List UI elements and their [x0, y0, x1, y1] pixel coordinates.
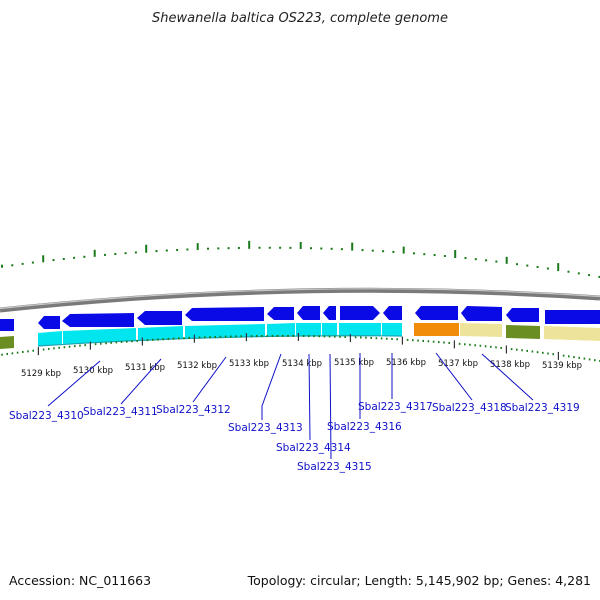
- cyan-block[interactable]: [322, 323, 337, 336]
- kbp-label: 5131 kbp: [125, 363, 165, 373]
- feature-band: [0, 323, 600, 349]
- gene-arrow[interactable]: [506, 308, 539, 322]
- genome-backbone-highlight: [0, 288, 600, 310]
- kbp-labels: 5129 kbp 5130 kbp 5131 kbp 5132 kbp 5133…: [21, 358, 582, 379]
- gc-content-track: [1, 240, 600, 278]
- forward-strand-genes: [0, 306, 600, 331]
- orange-block[interactable]: [414, 323, 459, 336]
- kbp-label: 5139 kbp: [542, 361, 582, 371]
- cyan-block[interactable]: [267, 323, 295, 337]
- kbp-label: 5130 kbp: [73, 366, 113, 376]
- gene-label[interactable]: Sbal223_4310: [9, 410, 84, 422]
- gene-arrow[interactable]: [62, 313, 134, 327]
- kbp-label: 5136 kbp: [386, 358, 426, 368]
- gene-arrow[interactable]: [267, 307, 294, 320]
- gene-label[interactable]: Sbal223_4312: [156, 404, 231, 416]
- cyan-block[interactable]: [382, 323, 402, 336]
- leader-line: [120, 358, 162, 405]
- olive-block[interactable]: [506, 325, 540, 339]
- gene-label[interactable]: Sbal223_4311: [83, 406, 158, 418]
- kbp-label: 5129 kbp: [21, 369, 61, 379]
- gene-label[interactable]: Sbal223_4317: [358, 401, 433, 413]
- gene-labels: Sbal223_4310 Sbal223_4311 Sbal223_4312 S…: [9, 401, 580, 473]
- gene-arrow[interactable]: [0, 319, 14, 331]
- gene-arrow[interactable]: [461, 306, 502, 321]
- leader-line: [47, 360, 101, 407]
- accession-text: Accession: NC_011663: [9, 573, 151, 588]
- leader-line: [261, 353, 282, 420]
- leader-line: [329, 353, 332, 460]
- gene-label[interactable]: Sbal223_4314: [276, 442, 351, 454]
- gene-label-leaders: [47, 352, 534, 460]
- cyan-block[interactable]: [339, 323, 381, 336]
- olive-block[interactable]: [0, 336, 14, 349]
- gene-arrow[interactable]: [137, 311, 182, 325]
- kbp-label: 5132 kbp: [177, 361, 217, 371]
- kbp-label: 5138 kbp: [490, 360, 530, 370]
- genome-summary-text: Topology: circular; Length: 5,145,902 bp…: [247, 573, 591, 588]
- leader-line: [435, 352, 473, 401]
- gene-label[interactable]: Sbal223_4316: [327, 421, 402, 433]
- genome-backbone: [0, 287, 600, 313]
- cyan-block[interactable]: [63, 328, 136, 344]
- gene-arrow[interactable]: [415, 306, 458, 320]
- gene-label[interactable]: Sbal223_4319: [505, 402, 580, 414]
- map-title: Shewanella baltica OS223, complete genom…: [152, 11, 448, 26]
- gene-arrow[interactable]: [297, 306, 320, 320]
- kbp-label: 5133 kbp: [229, 359, 269, 369]
- cyan-block[interactable]: [185, 324, 265, 339]
- cyan-block[interactable]: [38, 331, 62, 346]
- kbp-label: 5137 kbp: [438, 359, 478, 369]
- gene-arrow[interactable]: [38, 316, 60, 329]
- gene-label[interactable]: Sbal223_4313: [228, 422, 303, 434]
- leader-line: [481, 353, 534, 401]
- gene-arrow[interactable]: [185, 307, 264, 321]
- cyan-block[interactable]: [138, 326, 183, 341]
- gene-arrow[interactable]: [383, 306, 402, 320]
- gene-label[interactable]: Sbal223_4318: [432, 402, 507, 414]
- khaki-block[interactable]: [544, 326, 600, 341]
- leader-line: [192, 356, 227, 403]
- gene-arrow[interactable]: [323, 306, 336, 320]
- khaki-block[interactable]: [460, 323, 502, 337]
- leader-line: [308, 353, 311, 441]
- cyan-block[interactable]: [296, 323, 321, 336]
- scale-ruler: [1, 332, 600, 362]
- gene-arrow[interactable]: [340, 306, 380, 320]
- gene-arrow[interactable]: [545, 310, 600, 324]
- kbp-label: 5135 kbp: [334, 358, 374, 368]
- gene-label[interactable]: Sbal223_4315: [297, 461, 372, 473]
- kbp-label: 5134 kbp: [282, 359, 322, 369]
